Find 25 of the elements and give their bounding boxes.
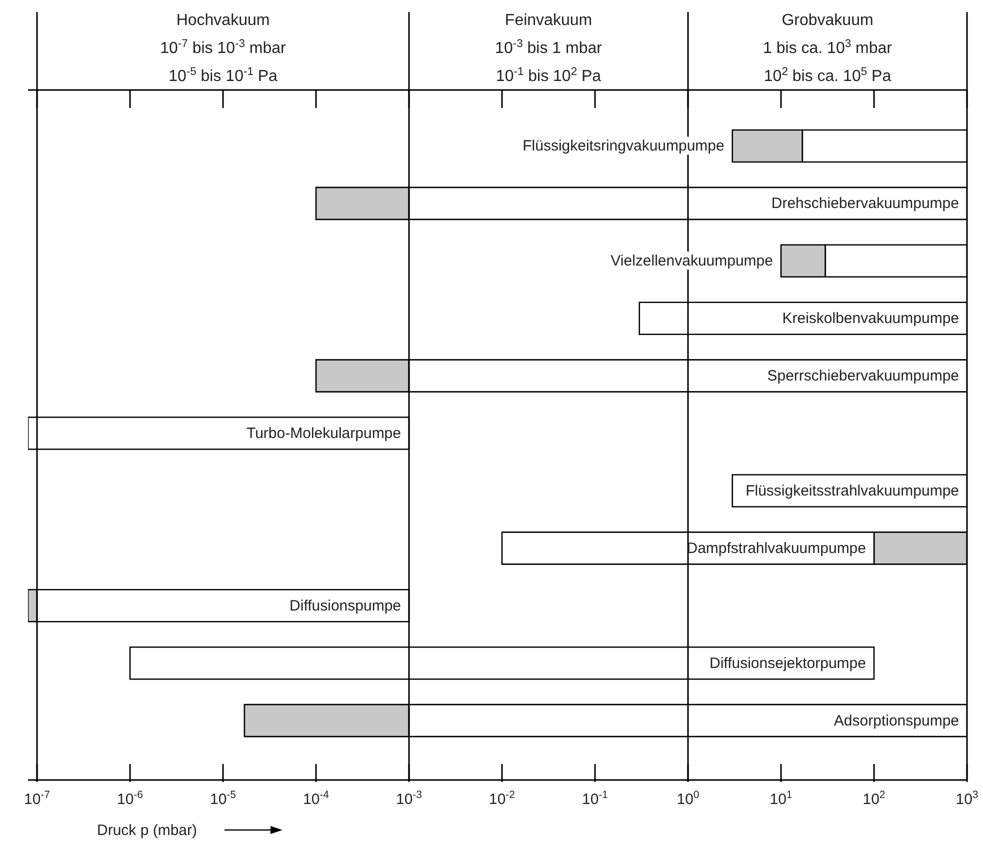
y-tick-label: Drehschiebervakuumpumpe xyxy=(771,195,959,212)
y-tick-label: Sperrschiebervakuumpumpe xyxy=(767,368,959,385)
x-axis-title: Druck p (mbar) xyxy=(97,822,198,839)
x-tick-label: 10$^{0}$ xyxy=(676,789,700,808)
y-tick-label: Vielzellenvakuumpumpe xyxy=(610,252,774,270)
y-tick-label: Adsorptionspumpe xyxy=(834,712,959,730)
text: Feinvakuum 10$^{-3}$ bis 1 mbar 10$^{-1}$ bis 10$^{2}$ Pa xyxy=(495,12,602,85)
x-tick-label: 10$^{-3}$ xyxy=(396,789,422,808)
x-tick-label: 10$^{-5}$ xyxy=(210,789,236,808)
y-tick-label: Flüssigkeitsstrahlvakuumpumpe xyxy=(746,482,959,500)
text: Hochvakuum 10$^{-7}$ bis 10$^{-3}$ mbar 10$^{-5}$ bis 10$^{-1}$ Pa xyxy=(160,12,286,85)
y-tick-label: Flüssigkeitsringvakuumpumpe xyxy=(522,138,724,155)
x-tick-label: 10$^{-4}$ xyxy=(302,789,330,808)
y-tick-label: Turbo-Molekularpumpe xyxy=(246,425,402,442)
x-tick-label: 10$^{-7}$ xyxy=(24,789,50,808)
y-tick-label: Diffusionsejektorpumpe xyxy=(710,654,866,672)
x-tick-label: 10$^{-1}$ xyxy=(582,789,608,808)
y-tick-label: Kreiskolbenvakuumpumpe xyxy=(782,310,959,328)
x-tick-label: 10$^{-6}$ xyxy=(116,789,144,808)
y-tick-label: Diffusionspumpe xyxy=(290,597,402,614)
x-tick-label: 10$^{1}$ xyxy=(770,789,792,808)
x-tick-label: 10$^{3}$ xyxy=(956,789,978,808)
x-tick-label: 10$^{2}$ xyxy=(862,789,886,808)
text: Grobvakuum 1 bis ca. 10$^{3}$ mbar 10$^{2}$ bis ca. 10$^{5}$ Pa xyxy=(763,12,892,85)
x-tick-label: 10$^{-2}$ xyxy=(488,789,516,808)
